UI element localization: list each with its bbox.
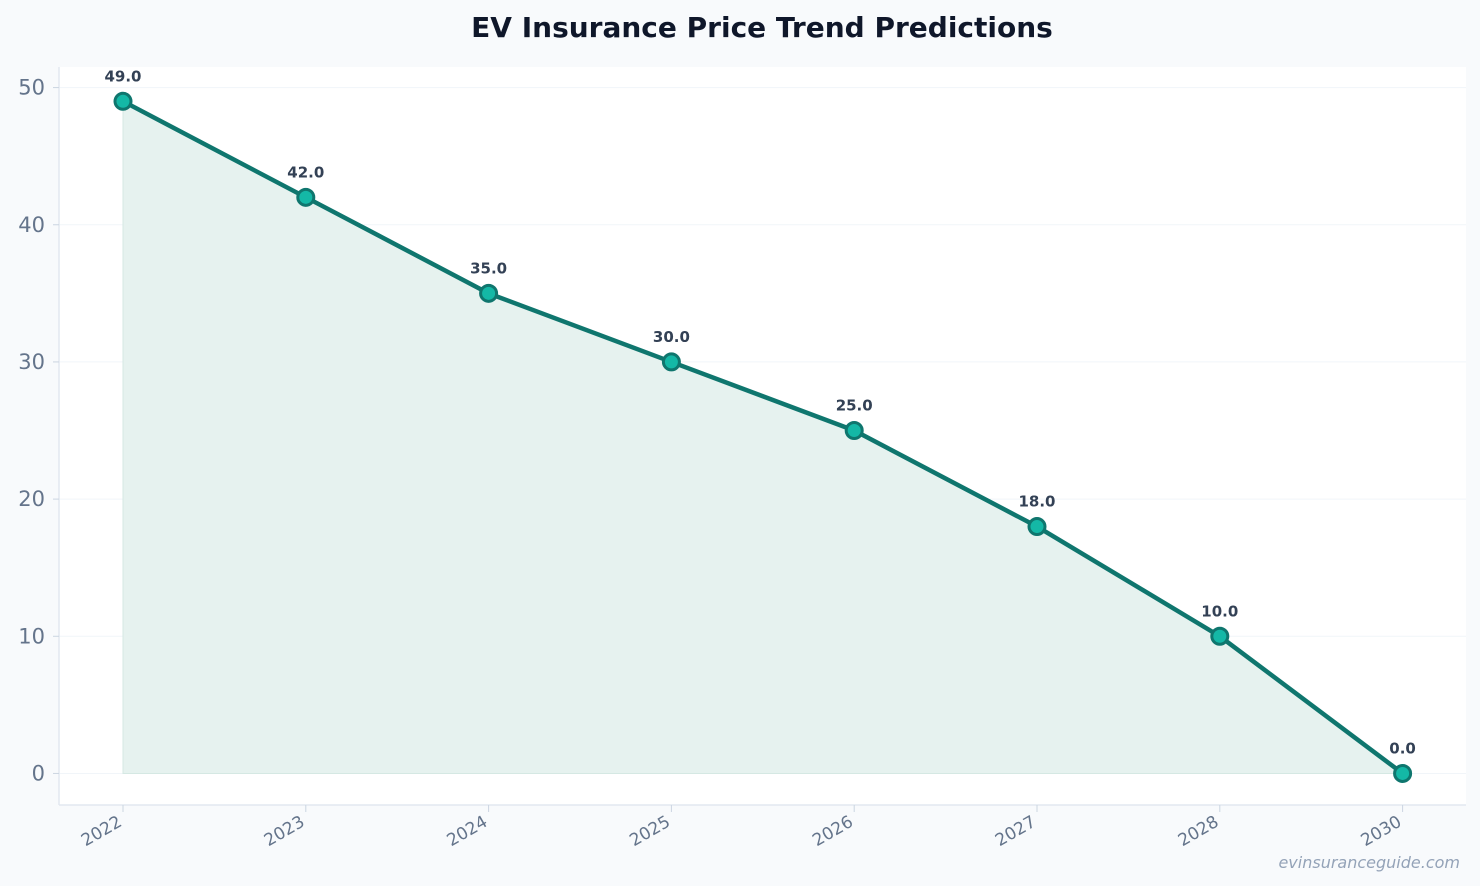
data-point <box>479 283 499 303</box>
data-label: 30.0 <box>653 328 690 346</box>
data-label: 35.0 <box>470 259 507 277</box>
data-point <box>296 187 316 207</box>
data-label: 49.0 <box>104 67 141 85</box>
data-labels: 49.0 42.0 35.0 30.0 25.0 18.0 10.0 0.0 <box>104 67 1415 757</box>
x-tick-label: 2030 <box>1358 812 1405 851</box>
data-point <box>1027 517 1047 537</box>
y-tick-label: 10 <box>18 624 45 648</box>
series-line <box>120 99 1405 776</box>
y-tick-label: 20 <box>18 487 45 511</box>
y-tick-labels: 0 10 20 30 40 50 <box>18 76 59 785</box>
data-point <box>113 91 133 111</box>
watermark-text: evinsuranceguide.com <box>1278 853 1460 872</box>
data-point <box>844 421 864 441</box>
data-point <box>1210 626 1230 646</box>
x-tick-label: 2023 <box>261 812 308 851</box>
x-tick-labels: 2022 2023 2024 2025 2026 2027 2028 2030 <box>78 805 1405 851</box>
data-point <box>661 352 681 372</box>
x-tick-label: 2024 <box>444 812 491 851</box>
data-label: 10.0 <box>1201 602 1238 620</box>
y-tick-label: 40 <box>18 213 45 237</box>
data-points <box>113 91 1413 783</box>
data-label: 42.0 <box>287 163 324 181</box>
data-point <box>1393 763 1413 783</box>
data-label: 18.0 <box>1018 493 1055 511</box>
data-label: 0.0 <box>1389 739 1416 757</box>
y-tick-label: 0 <box>32 761 45 785</box>
axes <box>58 67 1466 806</box>
x-tick-label: 2022 <box>78 812 125 851</box>
y-tick-label: 50 <box>18 76 45 100</box>
x-tick-label: 2028 <box>1175 812 1222 851</box>
y-tick-label: 30 <box>18 350 45 374</box>
x-tick-label: 2025 <box>626 812 673 851</box>
chart-title: EV Insurance Price Trend Predictions <box>471 11 1053 44</box>
x-tick-label: 2026 <box>809 812 856 851</box>
x-tick-label: 2027 <box>992 812 1039 851</box>
series-line-group <box>120 99 1405 776</box>
data-label: 25.0 <box>836 397 873 415</box>
